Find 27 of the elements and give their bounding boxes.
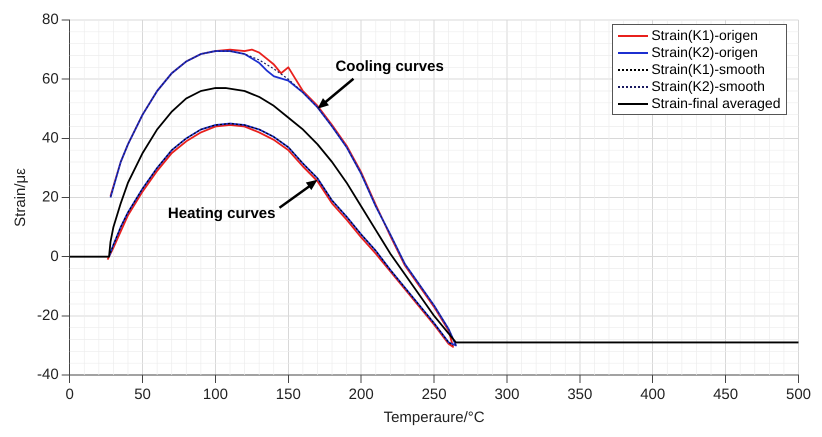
annotation: Cooling curves xyxy=(335,58,444,75)
x-tick-label: 400 xyxy=(640,386,666,404)
x-tick-label: 500 xyxy=(786,386,811,404)
y-tick-label: -20 xyxy=(36,306,59,324)
legend-label: Strain(K2)-smooth xyxy=(651,78,765,95)
x-axis-title: Temperaure/°C xyxy=(384,409,485,426)
y-axis-title: Strain/με xyxy=(12,168,30,227)
x-tick-label: 0 xyxy=(66,386,74,404)
y-tick-label: 80 xyxy=(42,11,59,28)
y-tick-label: 20 xyxy=(42,188,59,206)
x-tick-label: 50 xyxy=(134,386,151,404)
y-tick-label: 0 xyxy=(50,248,59,265)
x-tick-label: 200 xyxy=(348,386,374,404)
legend-label: Strain(K1)-origen xyxy=(651,27,758,44)
x-tick-label: 300 xyxy=(494,386,520,404)
x-tick-label: 100 xyxy=(202,386,228,404)
y-tick-label: 40 xyxy=(42,129,59,146)
x-tick-label: 350 xyxy=(567,386,592,404)
legend-label: Strain-final averaged xyxy=(651,95,780,112)
x-tick-label: 150 xyxy=(276,386,301,404)
y-tick-label: 60 xyxy=(42,70,59,88)
x-tick-label: 250 xyxy=(422,386,447,404)
x-tick-label: 450 xyxy=(713,386,738,404)
legend-label: Strain(K1)-smooth xyxy=(651,61,765,78)
annotation: Heating curves xyxy=(168,204,276,222)
legend-label: Strain(K2)-origen xyxy=(651,44,758,61)
y-tick-label: -40 xyxy=(36,366,59,384)
